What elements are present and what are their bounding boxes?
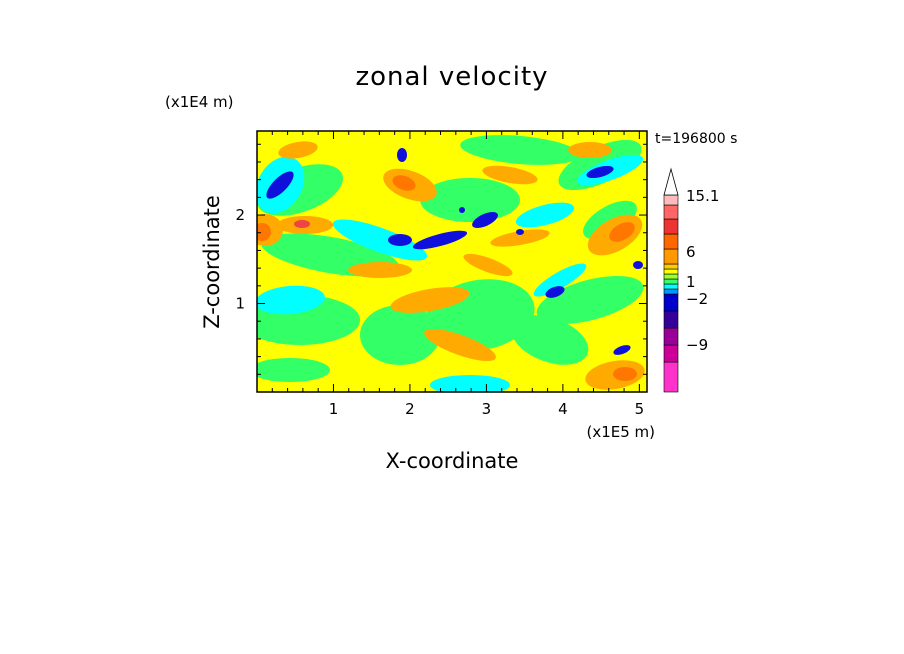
blue-region (397, 148, 407, 162)
dark-orange-region (257, 223, 271, 241)
chart-title: zonal velocity (355, 62, 548, 92)
x-tick-label: 2 (405, 400, 415, 418)
y-axis-label: Z-coordinate (200, 195, 224, 329)
cyan-region (332, 219, 428, 261)
x-tick-label: 4 (558, 400, 568, 418)
colorbar: 15.1 6 1−2 −9 (663, 167, 719, 393)
orange-region (482, 165, 538, 185)
orange-region (348, 262, 412, 278)
dark-orange-region (392, 175, 416, 191)
colorbar-level (663, 273, 679, 280)
x-tick-label: 1 (329, 400, 339, 418)
colorbar-label: 6 (686, 243, 696, 261)
green-region (511, 315, 589, 365)
orange-region (278, 141, 318, 159)
colorbar-level (663, 194, 679, 206)
colorbar-label: 1 (686, 273, 696, 291)
orange-region (568, 142, 612, 158)
blue-region (586, 165, 614, 179)
colorbar-level (663, 361, 679, 393)
x-axis-label: X-coordinate (386, 449, 519, 473)
plot-frame (256, 130, 648, 393)
colorbar-level (663, 248, 679, 265)
y-unit-label: (x1E4 m) (165, 93, 234, 111)
blue-region (412, 230, 468, 250)
x-axis: 1 2 3 4 5 (271, 131, 645, 418)
red-region (294, 220, 310, 228)
dark-orange-region (613, 367, 637, 381)
colorbar-level (663, 233, 679, 250)
green-region (420, 178, 520, 222)
colorbar-overflow-arrow (663, 167, 679, 196)
x-tick-label: 5 (635, 400, 645, 418)
colorbar-level (663, 344, 679, 363)
colorbar-level (663, 310, 679, 329)
blue-region (613, 345, 631, 355)
colorbar-label: −9 (686, 336, 708, 354)
dark-orange-region (609, 222, 635, 242)
cyan-region (430, 375, 510, 392)
orange-region (463, 253, 513, 277)
velocity-field (257, 131, 647, 392)
blue-region (459, 207, 465, 213)
blue-region (545, 286, 565, 298)
green-region (536, 276, 644, 324)
colorbar-level (663, 278, 679, 285)
orange-region (490, 229, 550, 247)
y-axis: 12 (235, 143, 647, 375)
blue-region (516, 229, 524, 235)
x-tick-label: 3 (482, 400, 492, 418)
colorbar-level (663, 218, 679, 235)
blue-region (388, 234, 412, 246)
orange-region (424, 328, 496, 362)
x-unit-label: (x1E5 m) (586, 423, 655, 441)
blue-region (472, 211, 498, 229)
blue-region (266, 171, 294, 199)
orange-region (390, 287, 470, 313)
colorbar-level (663, 327, 679, 346)
colorbar-level (663, 293, 679, 312)
time-label: t=196800 s (655, 131, 737, 147)
cyan-region (533, 263, 587, 297)
colorbar-label: 15.1 (686, 187, 719, 205)
cyan-region (257, 285, 325, 315)
y-tick-label: 2 (235, 206, 245, 224)
green-region (360, 305, 440, 365)
green-region (257, 358, 330, 382)
colorbar-level (663, 288, 679, 295)
colorbar-level (663, 263, 679, 270)
colorbar-level (663, 283, 679, 290)
y-tick-label: 1 (235, 295, 245, 313)
colorbar-level (663, 268, 679, 275)
colorbar-level (663, 204, 679, 220)
blue-region (633, 261, 643, 269)
cyan-region (515, 202, 575, 228)
green-region (460, 135, 580, 165)
colorbar-label: −2 (686, 290, 708, 308)
